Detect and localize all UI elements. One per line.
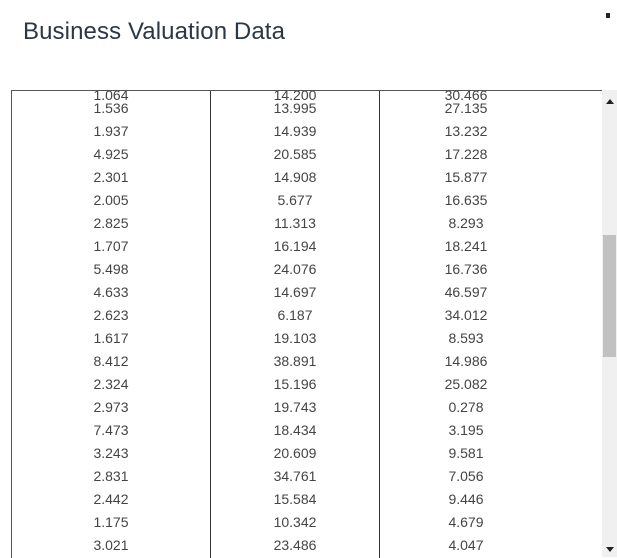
table-cell: 18.241 [444, 238, 488, 254]
table-cell: 13.232 [444, 123, 488, 139]
table-cell: 23.486 [273, 537, 317, 553]
table-cell: 1.617 [93, 330, 129, 346]
table-cell: 7.473 [93, 422, 129, 438]
table-cell: 2.973 [93, 399, 129, 415]
table-cell: 11.313 [274, 215, 316, 231]
table-row: 2.973 19.743 0.278 [12, 396, 603, 419]
table-cell: 2.005 [93, 192, 129, 208]
table-cell: 1.064 [93, 90, 129, 103]
table-row: 2.005 5.677 16.635 [12, 189, 603, 212]
table-cell: 30.466 [444, 90, 488, 103]
table-cell: 7.056 [448, 468, 484, 484]
table-row: 4.925 20.585 17.228 [12, 143, 603, 166]
table-cell: 9.446 [448, 491, 484, 507]
table-cell: 8.593 [448, 330, 484, 346]
table-row: 2.831 34.761 7.056 [12, 465, 603, 488]
table-cell: 9.581 [448, 445, 484, 461]
table-cell: 14.200 [273, 90, 317, 103]
table-cell: 14.908 [273, 169, 317, 185]
table-row: 7.473 18.434 3.195 [12, 419, 603, 442]
table-cell: 8.293 [448, 215, 484, 231]
table-row: 2.442 15.584 9.446 [12, 488, 603, 511]
table-cell: 2.324 [93, 376, 129, 392]
table-cell: 15.877 [444, 169, 488, 185]
table-cell: 4.925 [93, 146, 129, 162]
table-cell: 13.995 [273, 100, 317, 116]
table-cell: 4.633 [93, 284, 129, 300]
triangle-up-icon [605, 99, 614, 104]
table-row: 2.301 14.908 15.877 [12, 166, 603, 189]
table-row: 1.175 10.342 4.679 [12, 511, 603, 534]
table-cell: 2.825 [93, 215, 129, 231]
table-cell: 38.891 [273, 353, 317, 369]
table-cell: 14.697 [273, 284, 317, 300]
table-cell: 0.278 [448, 399, 484, 415]
vertical-scrollbar[interactable] [602, 90, 617, 557]
table-cell: 27.135 [444, 100, 488, 116]
scroll-up-button[interactable] [602, 94, 617, 109]
table-cell: 8.412 [93, 353, 129, 369]
page-title: Business Valuation Data [23, 18, 286, 45]
table-cell: 14.986 [444, 353, 488, 369]
table-cell: 15.196 [273, 376, 317, 392]
table-cell: 4.047 [448, 537, 484, 553]
table-row: 1.536 13.995 27.135 [12, 97, 603, 120]
table-cell: 14.939 [273, 123, 317, 139]
table-cell: 15.584 [273, 491, 317, 507]
table-cell: 2.442 [93, 491, 129, 507]
minimize-icon[interactable] [606, 13, 610, 18]
table-cell: 4.679 [448, 514, 484, 530]
table-row: 1.707 16.194 18.241 [12, 235, 603, 258]
column-divider [379, 91, 380, 558]
table-row: 2.825 11.313 8.293 [12, 212, 603, 235]
triangle-down-icon [605, 547, 614, 552]
scroll-down-button[interactable] [602, 542, 617, 557]
table-cell: 18.434 [273, 422, 317, 438]
column-divider [210, 91, 211, 558]
table-cell: 25.082 [444, 376, 488, 392]
table-cell: 16.635 [444, 192, 488, 208]
table-row: 1.937 14.939 13.232 [12, 120, 603, 143]
table-row: 5.498 24.076 16.736 [12, 258, 603, 281]
table-row: 8.412 38.891 14.986 [12, 350, 603, 373]
data-table: 1.064 14.200 30.466 1.536 13.995 27.135 1.937 1… [11, 90, 603, 558]
table-cell: 20.585 [273, 146, 317, 162]
table-cell: 17.228 [444, 146, 488, 162]
table-cell: 1.937 [93, 123, 129, 139]
table-cell: 16.736 [444, 261, 488, 277]
table-cell: 3.195 [448, 422, 484, 438]
table-cell: 19.743 [273, 399, 317, 415]
table-cell: 34.761 [273, 468, 317, 484]
table-cell: 34.012 [444, 307, 488, 323]
table-cell: 16.194 [273, 238, 317, 254]
table-cell: 2.623 [93, 307, 129, 323]
table-row: 3.243 20.609 9.581 [12, 442, 603, 465]
table-cell: 5.498 [93, 261, 129, 277]
table-cell: 24.076 [273, 261, 317, 277]
table-cell: 5.677 [277, 192, 313, 208]
table-cell: 1.175 [93, 514, 129, 530]
table-row: 2.623 6.187 34.012 [12, 304, 603, 327]
table-row: 1.617 19.103 8.593 [12, 327, 603, 350]
table-row: 3.021 23.486 4.047 [12, 534, 603, 557]
table-cell: 46.597 [444, 284, 488, 300]
table-cell: 3.243 [93, 445, 129, 461]
scrollbar-thumb[interactable] [603, 235, 616, 357]
table-cell: 20.609 [273, 445, 317, 461]
table-cell: 2.301 [93, 169, 129, 185]
table-cell: 3.021 [93, 537, 129, 553]
table-row: 2.324 15.196 25.082 [12, 373, 603, 396]
table-body: 1.064 14.200 30.466 1.536 13.995 27.135 1.937 1… [12, 91, 603, 557]
table-cell: 1.536 [93, 100, 129, 116]
table-cell: 1.707 [93, 238, 129, 254]
table-cell: 10.342 [273, 514, 317, 530]
table-cell: 6.187 [277, 307, 313, 323]
table-row: 4.633 14.697 46.597 [12, 281, 603, 304]
table-cell: 19.103 [273, 330, 317, 346]
table-cell: 2.831 [93, 468, 129, 484]
